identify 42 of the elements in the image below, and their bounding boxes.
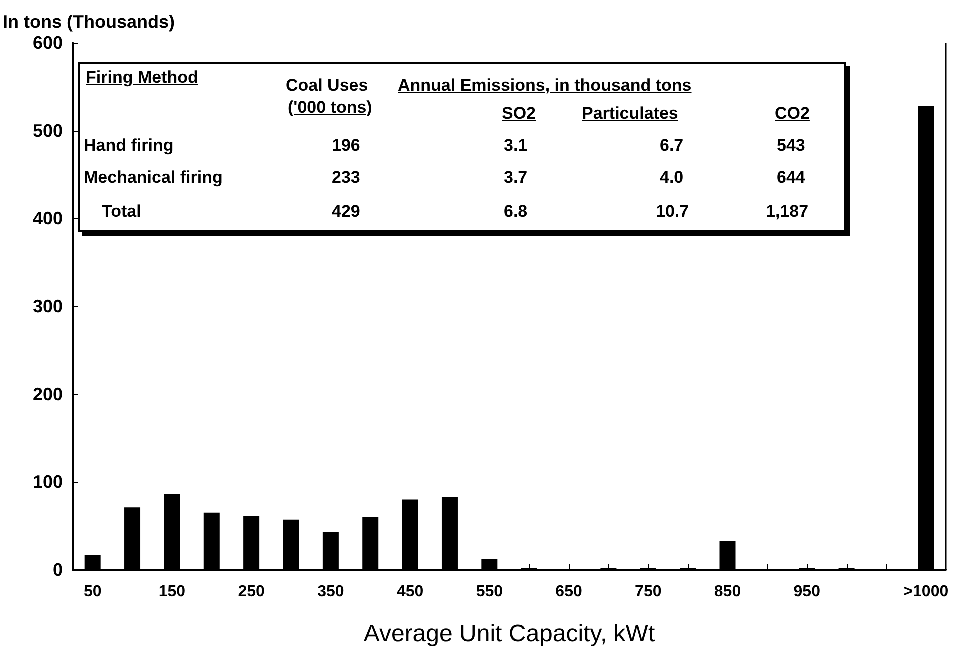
annotation: Firing Method <box>86 68 198 88</box>
annotation: Coal Uses <box>286 76 368 96</box>
x-tick-label: 550 <box>476 584 504 600</box>
annotation: 4.0 <box>660 168 684 188</box>
annotation: Particulates <box>582 104 678 124</box>
annotation: 3.1 <box>504 136 528 156</box>
x-tick-label: 750 <box>635 584 662 600</box>
annotation: 1,187 <box>766 202 809 222</box>
x-tick-label: 850 <box>714 584 742 600</box>
x-tick-label: 450 <box>396 584 424 600</box>
x-tick-label: 250 <box>238 584 266 600</box>
y-tick-label: 500 <box>32 120 63 141</box>
y-tick-label: 100 <box>32 472 63 492</box>
annotation: 644 <box>777 168 806 188</box>
annotation: 6.8 <box>504 202 528 222</box>
x-tick-label: 350 <box>318 584 344 600</box>
annotation: Total <box>102 202 142 222</box>
annotation: CO2 <box>775 104 810 124</box>
annotation: 6.7 <box>660 136 684 156</box>
y-tick-label: 600 <box>32 33 63 53</box>
x-tick-label: 950 <box>794 584 821 600</box>
annotation: 3.7 <box>504 168 528 188</box>
x-tick-label: >1000 <box>904 584 949 600</box>
y-axis-title: In tons (Thousands) <box>3 12 175 32</box>
annotation: SO2 <box>502 104 536 124</box>
annotation: 429 <box>332 202 360 222</box>
y-tick-label: 200 <box>32 384 63 404</box>
annotation: 10.7 <box>656 202 690 222</box>
annotation: 233 <box>332 168 360 188</box>
y-tick-label: 300 <box>32 296 63 316</box>
annotation: Mechanical firing <box>84 168 223 188</box>
y-tick-label: 0 <box>52 560 63 580</box>
annotation: ('000 tons) <box>288 98 372 118</box>
x-tick-label: 150 <box>158 584 186 600</box>
annotation: 196 <box>332 136 360 156</box>
annotation: Annual Emissions, in thousand tons <box>398 76 692 96</box>
y-tick-label: 400 <box>32 208 63 229</box>
x-axis-title: Average Unit Capacity, kWt <box>364 620 656 648</box>
x-tick-label: 50 <box>84 584 102 600</box>
annotation: Hand firing <box>84 136 174 156</box>
annotation: 543 <box>777 136 806 156</box>
x-tick-label: 650 <box>556 584 582 600</box>
